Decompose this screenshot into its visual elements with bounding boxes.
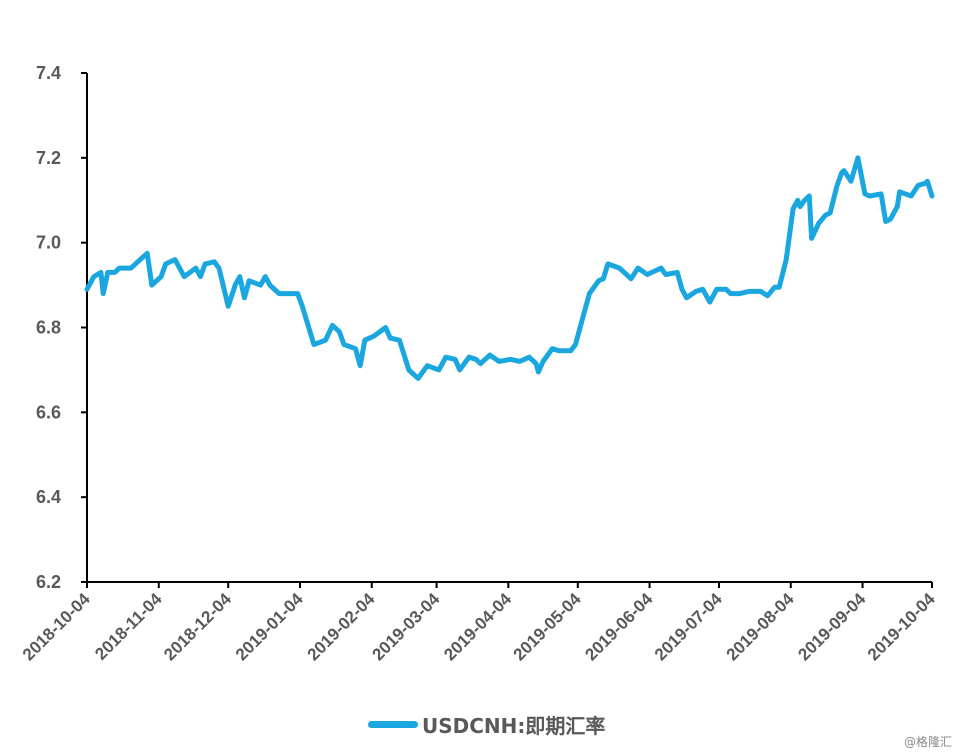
x-tick-label: 2018-11-04 [91,589,166,664]
legend-label: USDCNH:即期汇率 [422,714,606,738]
y-tick-label: 6.8 [36,318,61,338]
x-tick-label: 2019-06-04 [581,589,656,664]
y-tick-label: 6.2 [36,572,61,592]
y-axis: 6.2 6.4 6.6 6.8 7.0 7.2 7.4 [36,63,88,592]
x-tick-label: 2018-12-04 [160,589,235,664]
x-tick-label: 2019-03-04 [368,589,443,664]
x-tick-label: 2018-10-04 [19,589,94,664]
x-tick-label: 2019-02-04 [304,589,379,664]
x-tick-label: 2019-08-04 [723,589,798,664]
x-tick-label: 2019-07-04 [651,589,726,664]
y-tick-label: 6.6 [36,402,61,422]
series-line [84,155,935,381]
y-tick-label: 6.4 [36,487,61,507]
legend-swatch [368,721,418,728]
x-axis: 2018-10-042018-11-042018-12-042019-01-04… [19,581,939,664]
watermark: @格隆汇 [903,735,952,749]
x-tick-label: 2019-04-04 [440,589,515,664]
series-layer [84,155,935,381]
x-tick-label: 2019-05-04 [510,589,585,664]
y-tick-label: 7.4 [36,63,61,83]
y-tick-label: 7.2 [36,148,61,168]
x-tick-label: 2019-10-04 [864,589,939,664]
y-tick-label: 7.0 [36,233,61,253]
x-tick-label: 2019-09-04 [794,589,869,664]
legend: USDCNH:即期汇率 [368,710,605,739]
x-tick-label: 2019-01-04 [232,589,307,664]
